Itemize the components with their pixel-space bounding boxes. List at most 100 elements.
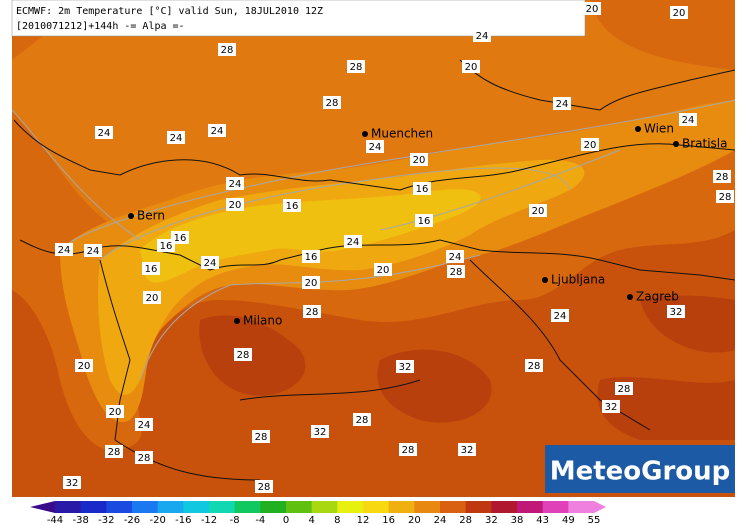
city-name: Bern bbox=[137, 209, 165, 223]
colorbar-tick-label: -20 bbox=[149, 515, 165, 525]
contour-label-box bbox=[413, 182, 431, 195]
contour-label-box bbox=[218, 43, 236, 56]
colorbar-tick-label: -38 bbox=[72, 515, 88, 525]
contour-label-box bbox=[679, 113, 697, 126]
contour-label: 20 bbox=[673, 8, 686, 19]
contour-label: 24 bbox=[556, 99, 569, 110]
contour-label: 24 bbox=[87, 246, 100, 257]
contour-label: 28 bbox=[356, 415, 369, 426]
contour-label: 20 bbox=[413, 155, 426, 166]
contour-label-box bbox=[311, 425, 329, 438]
contour-label: 24 bbox=[229, 179, 242, 190]
colorbar-arrow bbox=[30, 501, 55, 513]
contour-label-box bbox=[252, 430, 270, 443]
contour-label: 24 bbox=[58, 245, 71, 256]
city-name: Muenchen bbox=[371, 127, 433, 141]
contour-label-box bbox=[63, 476, 81, 489]
contour-label-box bbox=[95, 126, 113, 139]
colorbar: -44 -38 -32 -26 -20 -16 -12 -8 -4 0 4 8 12 16 20 24 28 32… bbox=[30, 501, 606, 525]
temperature-field bbox=[12, 0, 735, 497]
contour-label: 20 bbox=[146, 293, 159, 304]
contour-label-box bbox=[713, 170, 731, 183]
colorbar-tick-label: 38 bbox=[511, 515, 524, 525]
colorbar-tick-label: -32 bbox=[98, 515, 114, 525]
colorbar-segment bbox=[388, 501, 415, 513]
contour-label-box bbox=[226, 198, 244, 211]
contour-label: 20 bbox=[584, 140, 597, 151]
contour-label: 24 bbox=[211, 126, 224, 137]
contour-label: 28 bbox=[221, 45, 234, 56]
contour-label: 20 bbox=[377, 265, 390, 276]
contour-label-box bbox=[255, 480, 273, 493]
contour-label: 24 bbox=[347, 237, 360, 248]
contour-label: 28 bbox=[719, 192, 732, 203]
contour-label: 16 bbox=[160, 241, 173, 252]
contour-label-box bbox=[157, 239, 175, 252]
colorbar-segment bbox=[157, 501, 184, 513]
colorbar-tick-label: 4 bbox=[308, 515, 314, 525]
contour-label-box bbox=[143, 291, 161, 304]
city-dot bbox=[362, 131, 368, 137]
contour-label-box bbox=[374, 263, 392, 276]
colorbar-segment bbox=[491, 501, 518, 513]
contour-label: 24 bbox=[682, 115, 695, 126]
city-dot bbox=[234, 318, 240, 324]
contour-label: 16 bbox=[286, 201, 299, 212]
contour-label-box bbox=[55, 243, 73, 256]
contour-label: 32 bbox=[314, 427, 327, 438]
contour-label-box bbox=[234, 348, 252, 361]
contour-label: 28 bbox=[528, 361, 541, 372]
colorbar-tick-label: 8 bbox=[334, 515, 340, 525]
contour-label: 32 bbox=[66, 478, 79, 489]
contour-label-box bbox=[415, 214, 433, 227]
contour-label: 28 bbox=[350, 62, 363, 73]
contour-label-box bbox=[171, 231, 189, 244]
colorbar-arrow bbox=[594, 501, 606, 513]
contour-label-box bbox=[525, 359, 543, 372]
colorbar-segment bbox=[209, 501, 236, 513]
city-dot bbox=[542, 277, 548, 283]
contour-label: 24 bbox=[204, 258, 217, 269]
colorbar-segment bbox=[234, 501, 261, 513]
contour-label-box bbox=[353, 413, 371, 426]
contour-label-box bbox=[84, 244, 102, 257]
colorbar-tick-label: 32 bbox=[485, 515, 498, 525]
contour-label: 20 bbox=[78, 361, 91, 372]
city-dot bbox=[128, 213, 134, 219]
contour-label-box bbox=[399, 443, 417, 456]
colorbar-tick-label: -8 bbox=[230, 515, 240, 525]
header-line: ECMWF: 2m Temperature [°C] valid Sun, 18… bbox=[16, 6, 323, 17]
contour-label: 16 bbox=[418, 216, 431, 227]
contour-label: 28 bbox=[138, 453, 151, 464]
city-name: Bratisla bbox=[682, 137, 728, 151]
contour-label-box bbox=[167, 131, 185, 144]
city-name: Wien bbox=[644, 122, 674, 136]
colorbar-segment bbox=[260, 501, 287, 513]
contour-label-box bbox=[473, 29, 491, 42]
contour-label: 24 bbox=[98, 128, 111, 139]
colorbar-segment bbox=[363, 501, 390, 513]
contour-label-box bbox=[105, 445, 123, 458]
contour-label-box bbox=[344, 235, 362, 248]
contour-label-box bbox=[323, 96, 341, 109]
colorbar-segment bbox=[440, 501, 467, 513]
contour-label: 28 bbox=[450, 267, 463, 278]
colorbar-tick-label: -16 bbox=[175, 515, 191, 525]
contour-label: 16 bbox=[416, 184, 429, 195]
contour-label-box bbox=[602, 400, 620, 413]
contour-label-box bbox=[462, 60, 480, 73]
contour-label: 32 bbox=[605, 402, 618, 413]
contour-label-box bbox=[529, 204, 547, 217]
contour-label-box bbox=[446, 250, 464, 263]
contour-label: 28 bbox=[306, 307, 319, 318]
contour-label-box bbox=[208, 124, 226, 137]
contour-label: 28 bbox=[255, 432, 268, 443]
colorbar-segment bbox=[568, 501, 595, 513]
contour-label-box bbox=[75, 359, 93, 372]
contour-label: 24 bbox=[170, 133, 183, 144]
colorbar-tick-label: 0 bbox=[283, 515, 289, 525]
colorbar-tick-label: -44 bbox=[47, 515, 63, 525]
cities: Muenchen Wien Bratisla Bern Ljubljana Zagreb M… bbox=[128, 122, 728, 328]
